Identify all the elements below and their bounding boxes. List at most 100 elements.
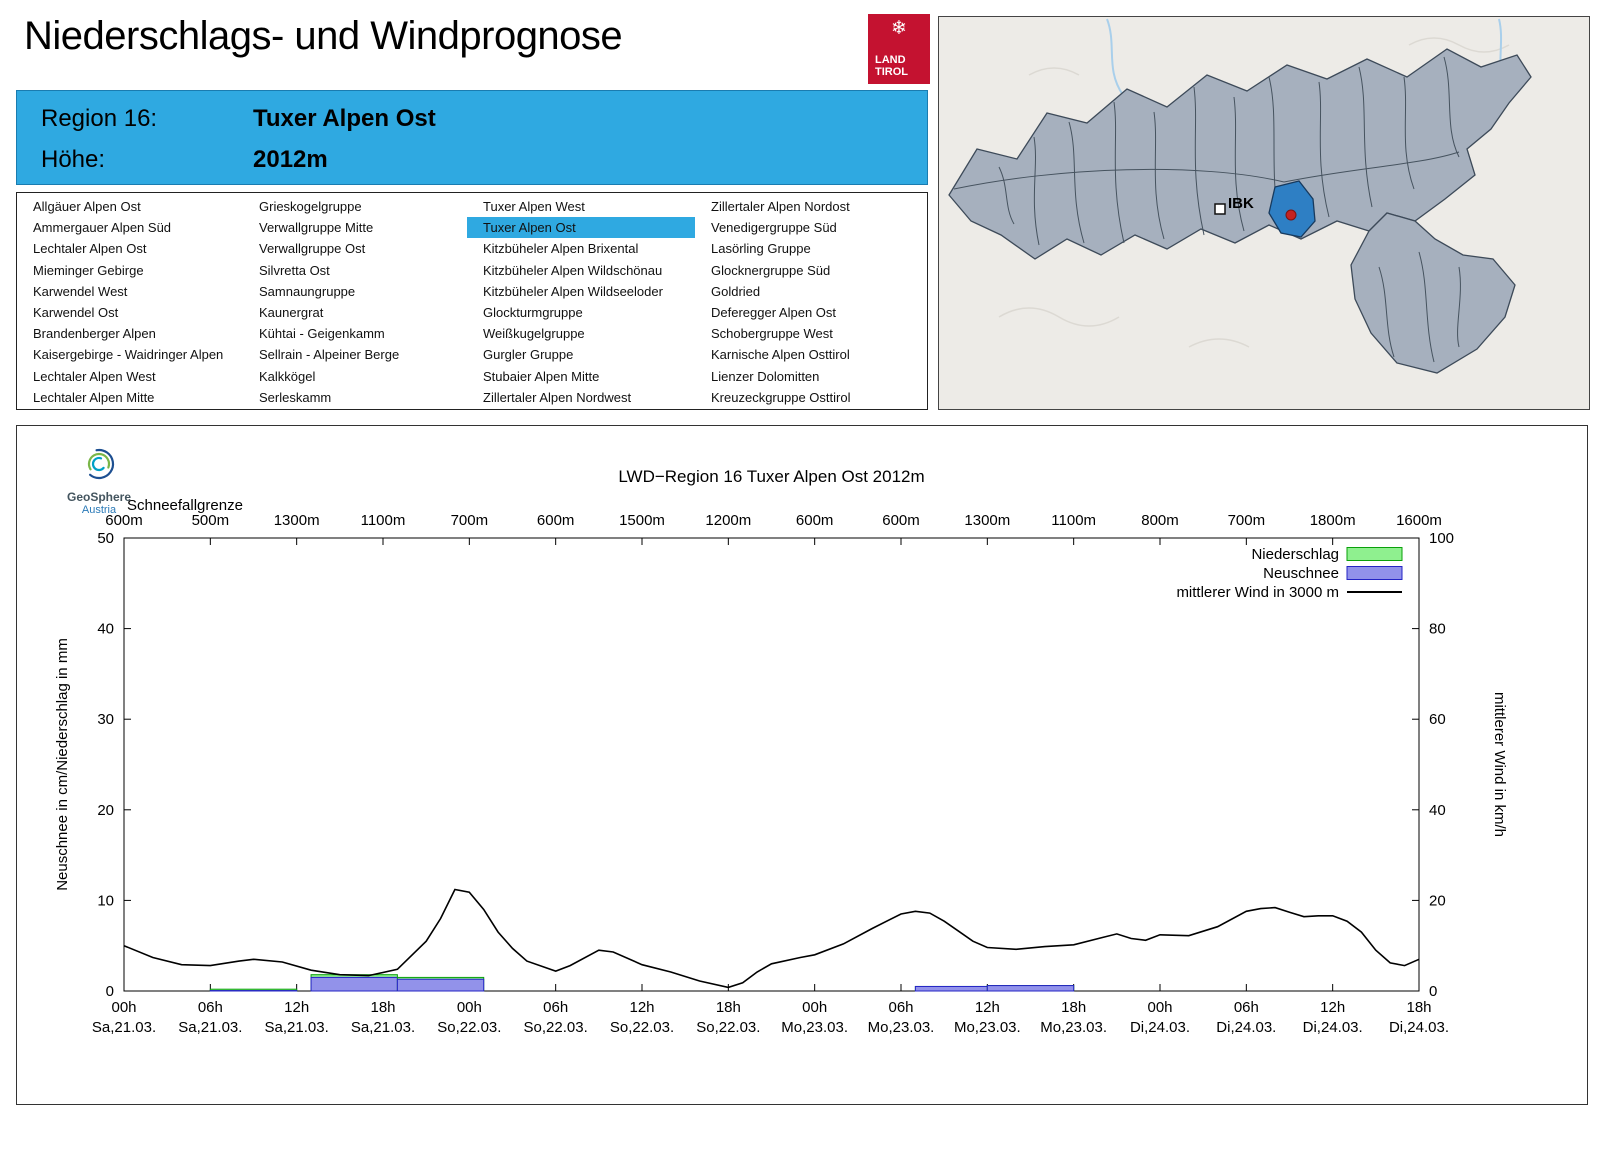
x-tick-date: Sa,21.03. bbox=[92, 1019, 156, 1036]
x-tick-date: Di,24.03. bbox=[1389, 1019, 1449, 1036]
region-list-item[interactable]: Samnaungruppe bbox=[259, 283, 356, 299]
x-tick-time: 06h bbox=[888, 999, 913, 1016]
region-list-item[interactable]: Grieskogelgruppe bbox=[259, 199, 362, 214]
region-list-item[interactable]: Kitzbüheler Alpen Wildseeloder bbox=[483, 283, 663, 299]
snowline-value: 1300m bbox=[274, 512, 320, 529]
x-tick-date: Sa,21.03. bbox=[351, 1019, 415, 1036]
x-tick-date: Mo,23.03. bbox=[868, 1019, 935, 1036]
x-tick-time: 12h bbox=[1320, 999, 1345, 1016]
geosphere-name: GeoSphere bbox=[66, 490, 132, 504]
region-list-item[interactable]: Verwallgruppe Mitte bbox=[259, 220, 374, 236]
geosphere-sub: Austria bbox=[81, 504, 117, 516]
chart-panel: LWD−Region 16 Tuxer Alpen Ost 2012m Schne… bbox=[16, 425, 1588, 1105]
region-list-item[interactable]: Sellrain - Alpeiner Berge bbox=[259, 347, 400, 363]
region-list-item[interactable]: Lasörling Gruppe bbox=[711, 241, 811, 257]
neuschnee-bar bbox=[310, 976, 398, 992]
region-list-item[interactable]: Schobergruppe West bbox=[711, 326, 833, 342]
x-tick-date: Mo,23.03. bbox=[781, 1019, 848, 1036]
region-list-item[interactable]: Ammergauer Alpen Süd bbox=[33, 220, 172, 236]
snowline-value: 1100m bbox=[1051, 512, 1096, 529]
region-list-item[interactable]: Lechtaler Alpen Mitte bbox=[33, 389, 155, 405]
logo-line1: LAND bbox=[875, 53, 906, 66]
x-tick-date: Di,24.03. bbox=[1216, 1019, 1276, 1036]
region-list-item[interactable]: Brandenberger Alpen bbox=[33, 326, 156, 342]
x-tick-time: 06h bbox=[1234, 999, 1259, 1016]
wind-line bbox=[123, 888, 1420, 989]
region-list-item[interactable]: Lienzer Dolomitten bbox=[711, 368, 820, 384]
station-dot bbox=[1285, 209, 1297, 221]
region-list-item[interactable]: Karwendel Ost bbox=[33, 304, 119, 320]
x-tick-date: So,22.03. bbox=[696, 1019, 760, 1036]
region-column-2: Grieskogelgruppe Verwallgruppe Mitte Verwa… bbox=[243, 196, 467, 409]
x-tick-date: So,22.03. bbox=[610, 1019, 674, 1036]
region-list-item[interactable]: Weißkugelgruppe bbox=[483, 326, 585, 342]
region-list-item[interactable]: Zillertaler Alpen Nordost bbox=[711, 199, 850, 214]
selected-region-highlight[interactable] bbox=[1268, 180, 1316, 238]
region-list-item[interactable]: Kitzbüheler Alpen Wildschönau bbox=[483, 262, 663, 278]
region-list-item[interactable]: Kalkkögel bbox=[259, 368, 316, 384]
snowline-value: 1600m bbox=[1396, 512, 1442, 529]
region-list-item[interactable]: Venedigergruppe Süd bbox=[711, 220, 837, 236]
region-list-item[interactable]: Gurgler Gruppe bbox=[483, 347, 574, 363]
snowline-label: Schneefallgrenze bbox=[127, 497, 243, 514]
y-right-tick-label: 40 bbox=[1429, 802, 1446, 819]
snowline-value: 1100m bbox=[361, 512, 406, 529]
page-title: Niederschlags- und Windprognose bbox=[24, 14, 623, 58]
region-list-item[interactable]: Mieminger Gebirge bbox=[33, 262, 144, 278]
altitude-label: Höhe: bbox=[41, 145, 106, 173]
region-list-item[interactable]: Glocknergruppe Süd bbox=[711, 262, 831, 278]
snowline-value: 500m bbox=[192, 512, 230, 529]
region-list-item[interactable]: Kreuzeckgruppe Osttirol bbox=[711, 389, 851, 405]
region-list-item[interactable]: Kühtai - Geigenkamm bbox=[259, 326, 385, 342]
snowline-value: 1200m bbox=[705, 512, 751, 529]
east-tirol-shape bbox=[1350, 212, 1516, 374]
y-left-tick-label: 0 bbox=[106, 983, 114, 1000]
region-list-item[interactable]: Karnische Alpen Osttirol bbox=[711, 347, 850, 363]
snowline-value: 600m bbox=[105, 512, 143, 529]
altitude-value: 2012m bbox=[253, 145, 328, 173]
region-list-item[interactable]: Serleskamm bbox=[259, 389, 332, 405]
x-tick-time: 00h bbox=[111, 999, 136, 1016]
y-left-tick-label: 50 bbox=[97, 530, 114, 547]
x-tick-date: Di,24.03. bbox=[1130, 1019, 1190, 1036]
y-left-tick-label: 30 bbox=[97, 711, 114, 728]
region-list-item[interactable]: Verwallgruppe Ost bbox=[259, 241, 366, 257]
region-list-item[interactable]: Tuxer Alpen West bbox=[483, 199, 585, 214]
region-list-item[interactable]: Kitzbüheler Alpen Brixental bbox=[483, 241, 639, 257]
x-tick-date: Mo,23.03. bbox=[1040, 1019, 1107, 1036]
snowline-value: 800m bbox=[1141, 512, 1179, 529]
land-tirol-logo: ❄ LAND TIROL bbox=[868, 14, 930, 84]
region-list-item[interactable]: Lechtaler Alpen West bbox=[33, 368, 156, 384]
legend-swatch bbox=[1346, 566, 1403, 580]
region-column-4: Zillertaler Alpen Nordost Venedigergruppe… bbox=[695, 196, 927, 409]
region-list-item[interactable]: Goldried bbox=[711, 283, 761, 299]
region-list-item[interactable]: Glockturmgruppe bbox=[483, 304, 583, 320]
region-list-item[interactable]: Silvretta Ost bbox=[259, 262, 330, 278]
x-tick-date: Sa,21.03. bbox=[265, 1019, 329, 1036]
snowline-value: 700m bbox=[1228, 512, 1266, 529]
legend-label: mittlerer Wind in 3000 m bbox=[1176, 584, 1339, 601]
region-map[interactable]: IBK bbox=[938, 16, 1590, 410]
region-name: Tuxer Alpen Ost bbox=[253, 104, 436, 132]
district-polygons bbox=[948, 48, 1532, 374]
region-list-item[interactable]: Kaunergrat bbox=[259, 304, 324, 320]
region-list-item[interactable]: Stubaier Alpen Mitte bbox=[483, 368, 600, 384]
snowline-value: 600m bbox=[537, 512, 575, 529]
region-list-item[interactable]: Tuxer Alpen Ost bbox=[467, 217, 695, 239]
neuschnee-bar bbox=[986, 985, 1075, 992]
region-list-item[interactable]: Karwendel West bbox=[33, 283, 128, 299]
region-list-item[interactable]: Zillertaler Alpen Nordwest bbox=[483, 389, 632, 405]
y-right-axis-title: mittlerer Wind in km/h bbox=[1491, 692, 1508, 837]
y-left-tick-label: 40 bbox=[97, 621, 114, 638]
x-tick-time: 00h bbox=[457, 999, 482, 1016]
region-list-item[interactable]: Deferegger Alpen Ost bbox=[711, 304, 837, 320]
snowline-value: 1800m bbox=[1310, 512, 1356, 529]
x-tick-time: 06h bbox=[543, 999, 568, 1016]
region-list-item[interactable]: Kaisergebirge - Waidringer Alpen bbox=[33, 347, 224, 363]
x-tick-date: Mo,23.03. bbox=[954, 1019, 1021, 1036]
x-tick-time: 06h bbox=[198, 999, 223, 1016]
region-list-item[interactable]: Allgäuer Alpen Ost bbox=[33, 199, 141, 214]
region-list-item[interactable]: Lechtaler Alpen Ost bbox=[33, 241, 147, 257]
y-right-tick-label: 0 bbox=[1429, 983, 1437, 1000]
legend-label: Niederschlag bbox=[1251, 546, 1339, 563]
